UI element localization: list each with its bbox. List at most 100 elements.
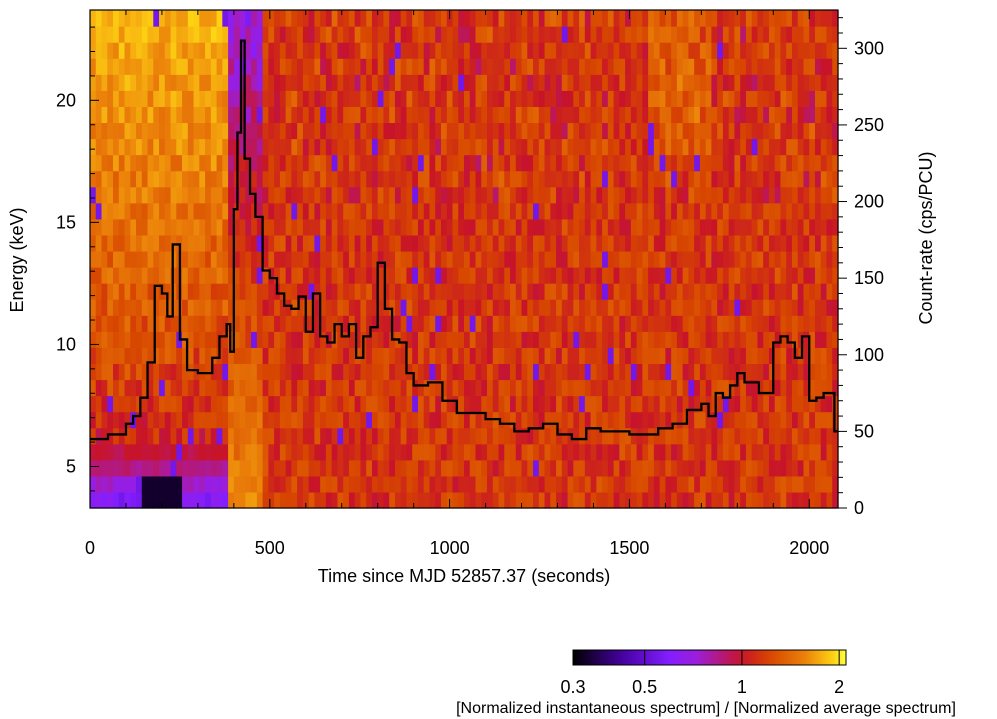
heatmap-cell [596,267,603,284]
heatmap-cell [722,427,730,445]
heatmap-cell [521,250,528,268]
heatmap-cell [371,186,379,204]
heatmap-cell [751,347,759,365]
heatmap-cell [297,379,304,397]
heatmap-cell [481,347,488,365]
heatmap-cell [573,315,580,332]
heatmap-cell [256,170,264,188]
heatmap-cell [826,395,833,413]
heatmap-cell [745,58,753,75]
heatmap-cell [245,58,252,75]
heatmap-cell [268,379,275,397]
heatmap-cell [245,74,252,91]
heatmap-cell [740,299,747,316]
heatmap-cell [469,138,477,156]
heatmap-cell [561,42,569,59]
heatmap-cell [510,379,517,397]
heatmap-cell [722,363,730,381]
heatmap-cell [722,299,730,316]
heatmap-cell [394,74,402,91]
heatmap-cell [193,154,200,172]
heatmap-cell [567,122,574,140]
heatmap-cell [377,331,385,348]
heatmap-cell [176,170,183,188]
heatmap-cell [435,122,442,140]
heatmap-cell [429,90,436,107]
heatmap-cell [602,395,609,413]
heatmap-cell [113,10,120,27]
heatmap-cell [602,331,609,348]
heatmap-cell [205,267,212,284]
heatmap-cell [268,411,275,429]
heatmap-cell [182,74,189,91]
heatmap-cell [348,26,356,43]
heatmap-cell [671,379,678,397]
heatmap-cell [383,347,390,365]
heatmap-cell [354,475,362,493]
heatmap-cell [446,315,454,332]
heatmap-cell [717,491,724,509]
heatmap-cell [510,42,517,59]
heatmap-cell [814,411,822,429]
heatmap-cell [394,411,402,429]
heatmap-cell [199,138,206,156]
heatmap-cell [118,379,126,397]
heatmap-cell [648,459,655,477]
heatmap-cell [481,299,488,316]
heatmap-cell [308,90,315,107]
heatmap-cell [130,170,137,188]
heatmap-cell [302,427,310,445]
heatmap-cell [446,331,454,348]
heatmap-cell [590,475,597,493]
heatmap-cell [619,250,626,268]
heatmap-cell [665,74,672,91]
heatmap-cell [745,90,753,107]
heatmap-cell [354,10,362,27]
heatmap-cell [728,491,736,509]
heatmap-cell [688,74,695,91]
heatmap-cell [101,122,108,140]
heatmap-cell [590,491,597,509]
heatmap-cell [164,491,172,509]
heatmap-cell [515,491,523,509]
heatmap-cell [354,90,362,107]
heatmap-cell [118,186,126,204]
heatmap-cell [550,347,557,365]
heatmap-cell [458,315,465,332]
heatmap-cell [630,90,638,107]
heatmap-cell [717,10,724,27]
heatmap-cell [590,315,597,332]
heatmap-cell [446,170,454,188]
heatmap-cell [590,250,597,268]
heatmap-cell [820,459,828,477]
heatmap-cell [745,491,753,509]
heatmap-cell [768,459,776,477]
heatmap-cell [584,475,592,493]
heatmap-cell [268,395,275,413]
heatmap-cell [377,299,385,316]
heatmap-cell [90,459,97,477]
heatmap-cell [596,90,603,107]
heatmap-cell [176,90,183,107]
heatmap-cell [90,234,97,252]
heatmap-cell [400,283,408,300]
heatmap-cell [412,491,419,509]
heatmap-cell [239,395,246,413]
heatmap-cell [164,122,172,140]
heatmap-cell [458,491,465,509]
heatmap-cell [147,10,154,27]
heatmap-cell [440,379,448,397]
heatmap-cell [682,283,689,300]
heatmap-cell [274,10,281,27]
heatmap-cell [291,202,298,220]
heatmap-cell [717,347,724,365]
heatmap-cell [377,363,385,381]
heatmap-cell [780,186,787,204]
heatmap-cell [343,186,350,204]
heatmap-cell [814,58,822,75]
heatmap-cell [245,10,252,27]
heatmap-cell [481,379,488,397]
heatmap-cell [423,250,431,268]
heatmap-cell [130,331,137,348]
heatmap-cell [360,395,367,413]
